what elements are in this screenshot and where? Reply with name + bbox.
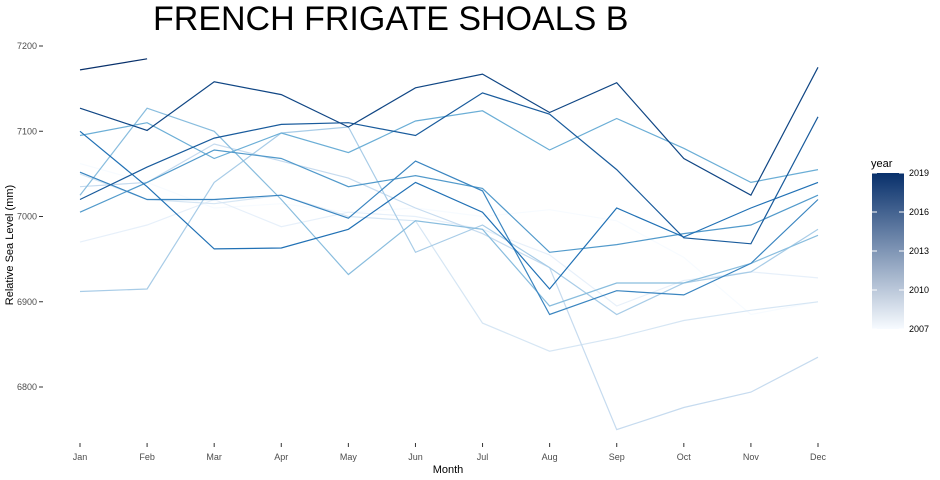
x-tick-label: Jan xyxy=(73,452,88,462)
series-line-2010 xyxy=(79,143,819,431)
legend-tick-label: 2010 xyxy=(909,285,929,295)
y-tick-label: 7200 xyxy=(17,41,37,51)
chart-title: FRENCH FRIGATE SHOALS B xyxy=(153,0,628,38)
y-axis-label: Relative Sea Level (mm) xyxy=(4,185,16,305)
legend-title: year xyxy=(871,158,893,170)
x-tick-label: Sep xyxy=(609,452,625,462)
legend: year 2007 2010 2013 2016 2019 xyxy=(871,158,929,334)
series-line-2009 xyxy=(79,173,819,352)
x-tick-label: Apr xyxy=(274,452,288,462)
x-tick-label: Jul xyxy=(477,452,489,462)
x-tick-label: Jun xyxy=(408,452,423,462)
x-tick-label: Dec xyxy=(810,452,827,462)
x-tick-label: Nov xyxy=(743,452,760,462)
series-line-2012 xyxy=(79,107,819,307)
x-tick-label: Mar xyxy=(206,452,222,462)
x-tick-label: Oct xyxy=(677,452,692,462)
x-axis-label: Month xyxy=(433,464,464,476)
legend-colorbar xyxy=(872,173,904,329)
series-line-2019 xyxy=(79,58,148,71)
series-line-2016 xyxy=(79,130,819,290)
series-line-2013 xyxy=(79,110,819,184)
y-axis: 6800 6900 7000 7100 7200 xyxy=(17,41,43,392)
legend-tick-label: 2016 xyxy=(909,207,929,217)
plot-lines xyxy=(79,58,819,431)
series-line-2015 xyxy=(79,160,819,316)
x-axis: Jan Feb Mar Apr May Jun Jul Aug Sep Oct Nov Dec xyxy=(73,443,827,462)
legend-tick-label: 2007 xyxy=(909,324,929,334)
series-line-2008 xyxy=(79,198,819,307)
series-line-2011 xyxy=(79,126,819,316)
series-line-2017 xyxy=(79,92,819,245)
series-line-2018 xyxy=(79,67,819,197)
y-tick-label: 7100 xyxy=(17,126,37,136)
y-tick-label: 6900 xyxy=(17,297,37,307)
series-line-2014 xyxy=(79,149,819,253)
legend-tick-label: 2019 xyxy=(909,168,929,178)
x-tick-label: Aug xyxy=(542,452,558,462)
y-tick-label: 6800 xyxy=(17,382,37,392)
legend-tick-label: 2013 xyxy=(909,246,929,256)
x-tick-label: May xyxy=(340,452,358,462)
x-tick-label: Feb xyxy=(139,452,155,462)
y-tick-label: 7000 xyxy=(17,212,37,222)
